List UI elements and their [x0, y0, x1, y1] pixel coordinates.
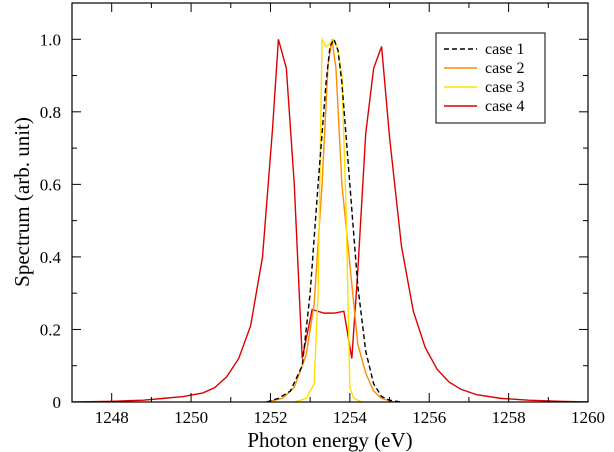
legend-box [435, 32, 546, 124]
legend-label: case 1 [485, 41, 525, 58]
x-axis-title: Photon energy (eV) [247, 428, 412, 452]
y-tick-label: 0.4 [40, 248, 62, 267]
y-tick-label: 1.0 [40, 30, 61, 49]
x-tick-label: 1260 [571, 408, 605, 427]
legend-label: case 3 [485, 79, 525, 96]
plot-frame [71, 2, 589, 403]
x-tick-label: 1256 [412, 408, 446, 427]
x-tick-label: 1258 [492, 408, 526, 427]
y-tick-label: 0.2 [40, 320, 61, 339]
series-line-case-2 [266, 39, 394, 402]
series-line-case-4 [72, 39, 588, 402]
x-tick-label: 1248 [95, 408, 129, 427]
y-tick-label: 0.6 [40, 175, 61, 194]
series-line-case-3 [294, 36, 363, 402]
series-line-case-1 [266, 37, 402, 402]
x-tick-label: 1254 [333, 408, 368, 427]
x-axis-ticks: 1248 1250 1252 1254 1256 1258 1260 [71, 3, 605, 427]
legend-label: case 2 [485, 60, 525, 77]
y-axis-ticks: 0 0.2 0.4 0.6 0.8 1.0 [40, 2, 588, 412]
legend-label: case 4 [485, 98, 525, 115]
y-axis-title: Spectrum (arb. unit) [10, 117, 34, 287]
y-tick-label: 0.8 [40, 103, 61, 122]
y-tick-label: 0 [53, 393, 62, 412]
series-layer [72, 36, 588, 402]
legend: case 1 case 2 case 3 case 4 [435, 32, 546, 124]
x-tick-label: 1252 [253, 408, 287, 427]
x-tick-label: 1250 [174, 408, 208, 427]
